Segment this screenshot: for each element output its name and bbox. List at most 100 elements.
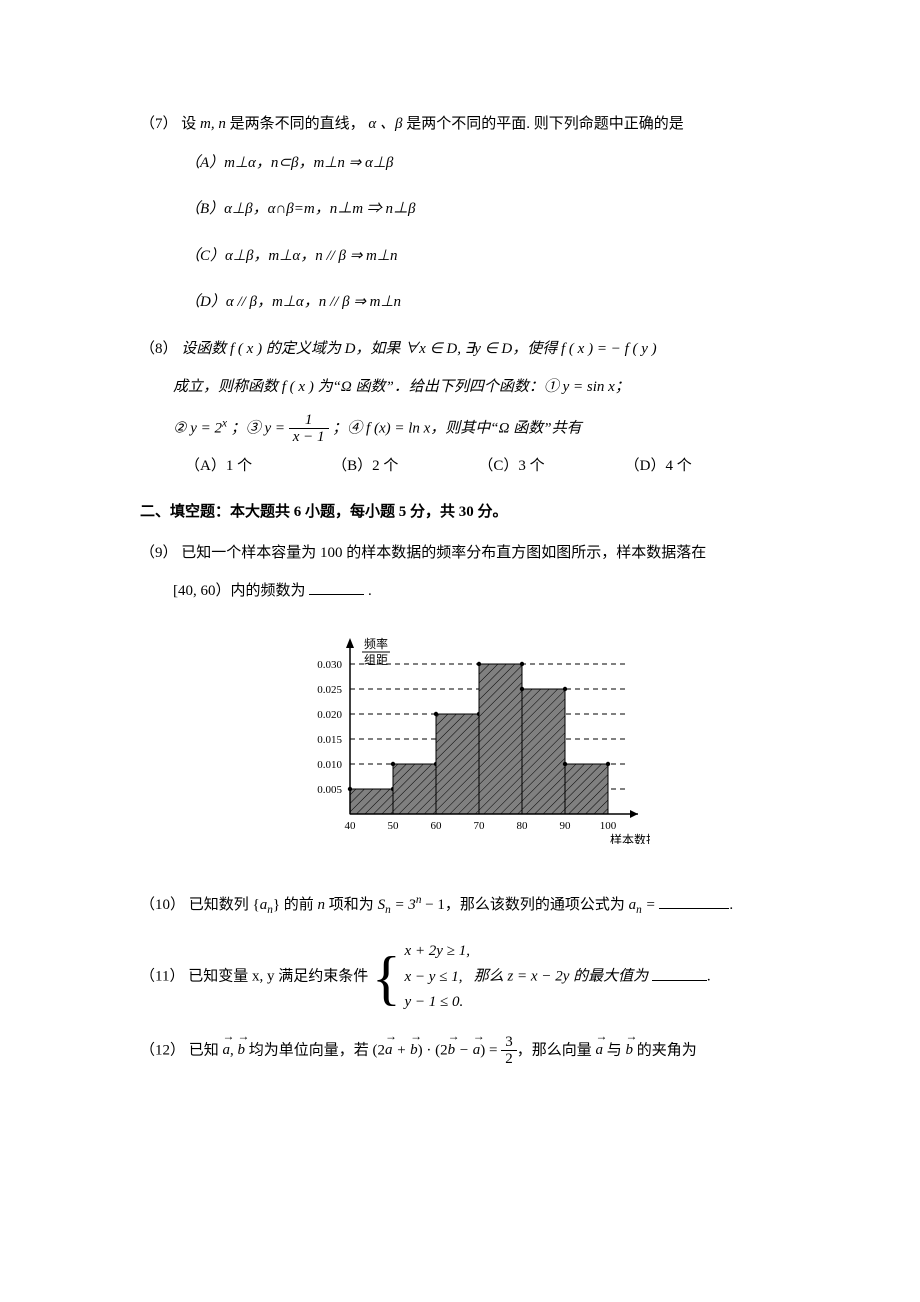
q10-b: } 的前 bbox=[273, 897, 318, 913]
q12-va3: a bbox=[473, 1036, 481, 1065]
histogram-chart: 0.0050.0100.0150.0200.0250.0304050607080… bbox=[140, 634, 800, 855]
q11-c2: x − y ≤ 1, bbox=[405, 969, 463, 985]
q11-c1: x + 2y ≥ 1, bbox=[405, 943, 470, 959]
q12-fn: 3 bbox=[501, 1034, 517, 1052]
q7-mn: m, n bbox=[200, 116, 226, 132]
q12-g: 的夹角为 bbox=[633, 1042, 697, 1058]
q8-l2: 成立，则称函数 f ( x ) 为“Ω 函数”．给出下列四个函数：① y = s… bbox=[173, 379, 630, 395]
svg-text:0.010: 0.010 bbox=[317, 759, 342, 771]
q12-d: ) = bbox=[480, 1042, 501, 1058]
question-7: （7） 设 m, n 是两条不同的直线， α 、β 是两个不同的平面. 则下列命… bbox=[140, 110, 800, 317]
q12-e: ，那么向量 bbox=[517, 1042, 596, 1058]
q8-l3a: ② y = 2 bbox=[173, 420, 222, 436]
q8-opt-d: （D）4 个 bbox=[625, 452, 692, 481]
q8-line1: （8） 设函数 f ( x ) 的定义域为 D，如果 ∀x ∈ D, ∃y ∈ … bbox=[140, 335, 800, 364]
q7-text-a: 设 bbox=[181, 116, 200, 132]
svg-text:0.030: 0.030 bbox=[317, 659, 342, 671]
q9-l1: 已知一个样本容量为 100 的样本数据的频率分布直方图如图所示，样本数据落在 bbox=[181, 545, 706, 561]
q11-num: （11） bbox=[140, 969, 184, 985]
q9-l2a: [40, 60）内的频数为 bbox=[173, 583, 306, 599]
q8-frac-den: x − 1 bbox=[289, 429, 329, 446]
q8-opt-a: （A）1 个 bbox=[185, 452, 252, 481]
q12-vb2: b bbox=[410, 1036, 418, 1065]
svg-text:0.015: 0.015 bbox=[317, 734, 342, 746]
question-8: （8） 设函数 f ( x ) 的定义域为 D，如果 ∀x ∈ D, ∃y ∈ … bbox=[140, 335, 800, 481]
q10-eq2: − 1，那么该数列的通项公式为 bbox=[421, 897, 628, 913]
svg-text:组距: 组距 bbox=[364, 653, 388, 667]
q9-line2: [40, 60）内的频数为 . bbox=[140, 577, 800, 606]
q8-options: （A）1 个 （B）2 个 （C）3 个 （D）4 个 bbox=[140, 452, 800, 481]
q12-minus: − bbox=[455, 1042, 473, 1058]
q12-f: 与 bbox=[603, 1042, 626, 1058]
svg-text:40: 40 bbox=[345, 820, 357, 832]
svg-text:100: 100 bbox=[600, 820, 617, 832]
histogram-svg: 0.0050.0100.0150.0200.0250.0304050607080… bbox=[290, 634, 650, 844]
q12-num: （12） bbox=[140, 1042, 185, 1058]
q7-text-d: 是两个不同的平面. 则下列命题中正确的是 bbox=[406, 116, 684, 132]
q10-a: 已知数列 { bbox=[189, 897, 260, 913]
q7-opt-d: （D）α // β，m⊥α，n // β ⇒ m⊥n bbox=[185, 288, 800, 317]
q9-line1: （9） 已知一个样本容量为 100 的样本数据的频率分布直方图如图所示，样本数据… bbox=[140, 539, 800, 568]
q8-opt-c: （C）3 个 bbox=[478, 452, 544, 481]
q12-va4: a bbox=[596, 1036, 604, 1065]
q7-opt-a: （A）m⊥α，n⊂β，m⊥n ⇒ α⊥β bbox=[185, 149, 800, 178]
svg-text:80: 80 bbox=[517, 820, 529, 832]
q12-vb4: b bbox=[626, 1036, 634, 1065]
q8-num: （8） bbox=[140, 341, 178, 357]
q7-stem: （7） 设 m, n 是两条不同的直线， α 、β 是两个不同的平面. 则下列命… bbox=[140, 110, 800, 139]
svg-text:50: 50 bbox=[388, 820, 400, 832]
q11-pre: 已知变量 x, y 满足约束条件 bbox=[188, 969, 372, 985]
q8-l3c: ；④ f (x) = ln x，则其中“Ω 函数”共有 bbox=[332, 420, 581, 436]
q11-blank bbox=[652, 965, 707, 981]
q8-l3b: ；③ y = bbox=[231, 420, 289, 436]
q12-frac: 3 2 bbox=[501, 1034, 517, 1068]
q9-blank bbox=[309, 579, 364, 595]
q10-n: n bbox=[318, 897, 326, 913]
q8-opt-b: （B）2 个 bbox=[332, 452, 398, 481]
q8-l1: 设函数 f ( x ) 的定义域为 D，如果 ∀x ∈ D, ∃y ∈ D，使得… bbox=[181, 341, 656, 357]
q12-vb: b bbox=[238, 1036, 246, 1065]
question-12: （12） 已知 a, b 均为单位向量，若 (2a + b) · (2b − a… bbox=[140, 1034, 800, 1068]
q10-blank bbox=[659, 893, 729, 909]
q10-eq3: = bbox=[642, 897, 656, 913]
q12-plus: + bbox=[393, 1042, 411, 1058]
q10-c: 项和为 bbox=[325, 897, 378, 913]
svg-text:70: 70 bbox=[474, 820, 486, 832]
q12-b: 均为单位向量，若 (2 bbox=[245, 1042, 385, 1058]
q12-va: a bbox=[223, 1036, 231, 1065]
svg-text:频率: 频率 bbox=[364, 636, 388, 651]
q9-num: （9） bbox=[140, 545, 178, 561]
q7-options: （A）m⊥α，n⊂β，m⊥n ⇒ α⊥β （B）α⊥β，α∩β=m，n⊥m ⇒ … bbox=[140, 149, 800, 317]
q7-opt-b: （B）α⊥β，α∩β=m，n⊥m ⇒ n⊥β bbox=[185, 195, 800, 224]
q12-va2: a bbox=[385, 1036, 393, 1065]
q11-postb: . bbox=[707, 969, 711, 985]
question-11: （11） 已知变量 x, y 满足约束条件 { x + 2y ≥ 1, x − … bbox=[140, 939, 800, 1016]
q8-line2: 成立，则称函数 f ( x ) 为“Ω 函数”．给出下列四个函数：① y = s… bbox=[140, 373, 800, 402]
svg-text:60: 60 bbox=[431, 820, 443, 832]
q12-c: ) · (2 bbox=[418, 1042, 448, 1058]
question-10: （10） 已知数列 {an} 的前 n 项和为 Sn = 3n − 1，那么该数… bbox=[140, 890, 800, 921]
section-2-header: 二、填空题：本大题共 6 小题，每小题 5 分，共 30 分。 bbox=[140, 498, 800, 527]
q10-num: （10） bbox=[140, 897, 185, 913]
q12-comma: , bbox=[230, 1042, 238, 1058]
q9-l2b: . bbox=[368, 583, 372, 599]
q11-cases: x + 2y ≥ 1, x − y ≤ 1, y − 1 ≤ 0. bbox=[405, 939, 470, 1016]
q12-vb3: b bbox=[448, 1036, 456, 1065]
q10-S: S bbox=[378, 897, 386, 913]
q11-c3: y − 1 ≤ 0. bbox=[405, 994, 464, 1010]
q12-a: 已知 bbox=[189, 1042, 223, 1058]
q8-frac: 1 x − 1 bbox=[289, 412, 329, 446]
q8-line3: ② y = 2x ；③ y = 1 x − 1 ；④ f (x) = ln x，… bbox=[140, 412, 800, 446]
q8-l3sup: x bbox=[222, 417, 227, 429]
q11-brace: { bbox=[372, 948, 401, 1008]
svg-text:0.025: 0.025 bbox=[317, 684, 342, 696]
q8-frac-num: 1 bbox=[289, 412, 329, 430]
q7-text-b: 是两条不同的直线， bbox=[230, 116, 365, 132]
q12-fd: 2 bbox=[501, 1051, 517, 1068]
q10-tail: . bbox=[729, 897, 733, 913]
q7-num: （7） bbox=[140, 116, 178, 132]
q10-eq: = 3 bbox=[391, 897, 416, 913]
q11-posta: 那么 z = x − 2y 的最大值为 bbox=[474, 969, 648, 985]
svg-text:样本数据: 样本数据 bbox=[610, 832, 650, 844]
svg-text:90: 90 bbox=[560, 820, 572, 832]
